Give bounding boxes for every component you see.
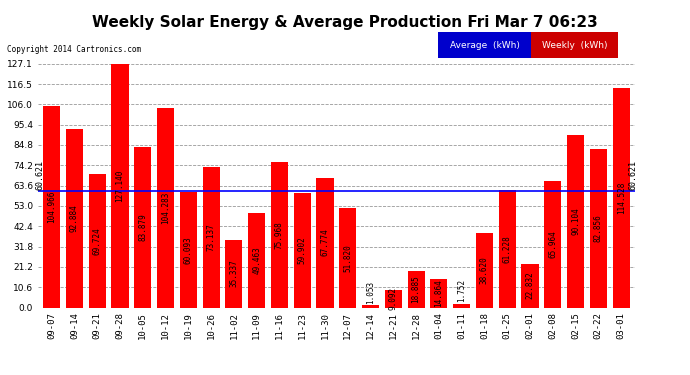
Text: 67.774: 67.774 [320, 229, 330, 256]
Bar [567, 135, 584, 308]
Text: 18.885: 18.885 [412, 276, 421, 303]
Text: 22.832: 22.832 [526, 272, 535, 300]
Text: 1.752: 1.752 [457, 279, 466, 302]
Text: 1.053: 1.053 [366, 280, 375, 304]
Text: 9.092: 9.092 [389, 287, 398, 310]
Text: 73.137: 73.137 [206, 224, 215, 251]
Bar [544, 181, 562, 308]
Text: 38.620: 38.620 [480, 256, 489, 284]
Bar [226, 240, 242, 308]
Bar [203, 167, 219, 308]
Bar [590, 148, 607, 308]
Text: 114.528: 114.528 [617, 182, 626, 214]
Text: 65.964: 65.964 [549, 230, 558, 258]
Text: 51.820: 51.820 [343, 244, 353, 272]
Bar [248, 213, 265, 308]
Text: Average  (kWh): Average (kWh) [450, 40, 520, 50]
Bar [431, 279, 447, 308]
Bar [339, 208, 356, 308]
Bar [66, 129, 83, 308]
Bar [522, 264, 539, 308]
Text: 104.283: 104.283 [161, 191, 170, 224]
Text: Copyright 2014 Cartronics.com: Copyright 2014 Cartronics.com [7, 45, 141, 54]
Bar [362, 306, 379, 308]
Bar [453, 304, 470, 307]
Bar [294, 193, 310, 308]
Text: 14.864: 14.864 [435, 279, 444, 307]
Bar [43, 106, 60, 307]
Text: 127.140: 127.140 [115, 170, 124, 202]
Bar [111, 64, 128, 308]
Text: 60.621: 60.621 [628, 160, 637, 190]
Text: 35.337: 35.337 [229, 260, 238, 288]
Bar [180, 192, 197, 308]
Text: Weekly Solar Energy & Average Production Fri Mar 7 06:23: Weekly Solar Energy & Average Production… [92, 15, 598, 30]
Text: 82.856: 82.856 [594, 214, 603, 242]
Text: 49.463: 49.463 [252, 246, 261, 274]
Bar [134, 147, 151, 308]
Text: 90.104: 90.104 [571, 207, 580, 235]
Bar [385, 290, 402, 308]
Bar [476, 233, 493, 308]
Text: 59.902: 59.902 [297, 236, 306, 264]
Text: Weekly  (kWh): Weekly (kWh) [542, 40, 607, 50]
Text: 60.093: 60.093 [184, 236, 193, 264]
Bar [317, 177, 333, 308]
Text: 83.879: 83.879 [138, 213, 147, 241]
Text: 69.724: 69.724 [92, 227, 101, 255]
Bar [88, 174, 106, 308]
Bar [157, 108, 174, 307]
Text: 60.621: 60.621 [36, 160, 45, 190]
Text: 61.228: 61.228 [503, 235, 512, 262]
Text: 104.966: 104.966 [47, 190, 56, 223]
Bar [499, 190, 515, 308]
Bar [613, 88, 630, 308]
Text: 92.884: 92.884 [70, 204, 79, 232]
Bar [271, 162, 288, 308]
Bar [408, 271, 424, 308]
Text: 75.968: 75.968 [275, 221, 284, 249]
